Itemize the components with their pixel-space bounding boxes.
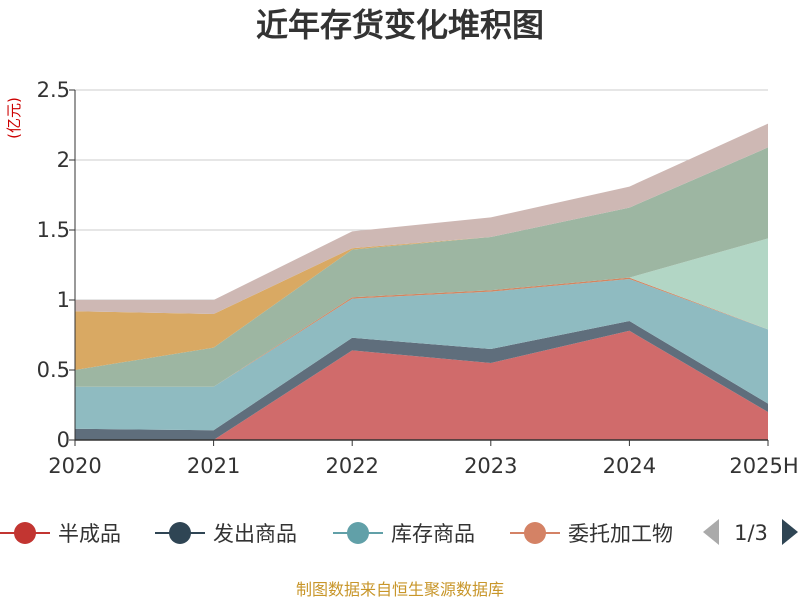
legend-prev-page-icon[interactable] <box>703 519 719 545</box>
axes <box>69 89 768 441</box>
legend-item[interactable]: 半成品 <box>0 522 121 546</box>
y-tick-label: 2 <box>57 148 70 172</box>
legend-circle-marker <box>169 522 191 544</box>
legend-circle-marker <box>14 522 36 544</box>
legend: 半成品 发出商品 库存商品 委托加工物 <box>0 522 673 546</box>
y-axis-unit-label: (亿元) <box>5 97 23 139</box>
y-tick-label: 1.5 <box>37 218 70 242</box>
x-tick-label: 2024 <box>603 454 656 478</box>
y-tick-label: 1 <box>57 288 70 312</box>
legend-circle-marker <box>347 522 369 544</box>
legend-item[interactable]: 委托加工物 <box>510 522 673 546</box>
y-tick-label: 2.5 <box>37 78 70 102</box>
x-tick-label: 2020 <box>48 454 101 478</box>
legend-circle-marker <box>524 522 546 544</box>
x-tick-label: 2025H <box>729 454 798 478</box>
legend-page-indicator: 1/3 <box>734 521 768 545</box>
legend-pager: 1/3 <box>703 519 798 545</box>
chart-title: 近年存货变化堆积图 <box>256 6 544 44</box>
y-tick-label: 0 <box>57 428 70 452</box>
area-series <box>75 123 768 440</box>
x-tick-label: 2021 <box>187 454 240 478</box>
legend-item[interactable]: 发出商品 <box>155 522 297 546</box>
legend-label: 库存商品 <box>391 522 475 546</box>
legend-label: 委托加工物 <box>568 522 673 546</box>
y-axis-ticks: 0 0.5 1 1.5 2 2.5 <box>37 78 70 452</box>
area-series-3 <box>75 279 768 431</box>
y-tick-label: 0.5 <box>37 358 70 382</box>
legend-next-page-icon[interactable] <box>782 519 798 545</box>
legend-item[interactable]: 库存商品 <box>333 522 475 546</box>
legend-label: 半成品 <box>58 522 121 546</box>
area-series-7 <box>75 147 768 370</box>
area-series-1 <box>75 330 768 440</box>
area-series-6 <box>75 147 768 387</box>
area-series-2 <box>75 321 768 440</box>
x-axis-ticks: 2020 2021 2022 2023 2024 2025H <box>48 440 799 478</box>
legend-label: 发出商品 <box>213 522 297 546</box>
x-tick-label: 2022 <box>325 454 378 478</box>
x-tick-label: 2023 <box>464 454 517 478</box>
data-source-note: 制图数据来自恒生聚源数据库 <box>296 580 504 599</box>
